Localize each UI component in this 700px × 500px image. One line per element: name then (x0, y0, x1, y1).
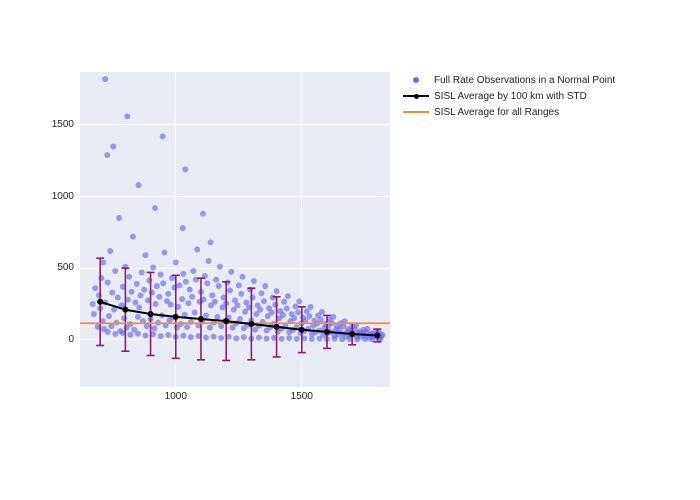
y-tick-label: 1000 (52, 191, 74, 202)
legend-swatch (402, 95, 430, 97)
plot-area (80, 72, 390, 387)
legend-label: SISL Average by 100 km with STD (434, 91, 587, 102)
legend-label: SISL Average for all Ranges (434, 107, 559, 118)
plot-svg (80, 72, 390, 387)
scatter-series (90, 76, 386, 342)
legend-label: Full Rate Observations in a Normal Point (434, 75, 615, 86)
legend-swatch (402, 77, 430, 83)
y-tick-label: 1500 (52, 119, 74, 130)
x-tick-label: 1000 (161, 391, 191, 402)
chart-root: 1000 1500 0 500 1000 1500 Full Rate Observatio… (0, 0, 700, 500)
x-tick-label: 1500 (287, 391, 317, 402)
legend-item: SISL Average for all Ranges (402, 104, 615, 120)
y-tick-label: 0 (68, 334, 74, 345)
legend-item: Full Rate Observations in a Normal Point (402, 72, 615, 88)
legend-item: SISL Average by 100 km with STD (402, 88, 615, 104)
legend: Full Rate Observations in a Normal Point… (402, 72, 615, 120)
legend-swatch (402, 111, 430, 113)
y-tick-label: 500 (57, 262, 74, 273)
